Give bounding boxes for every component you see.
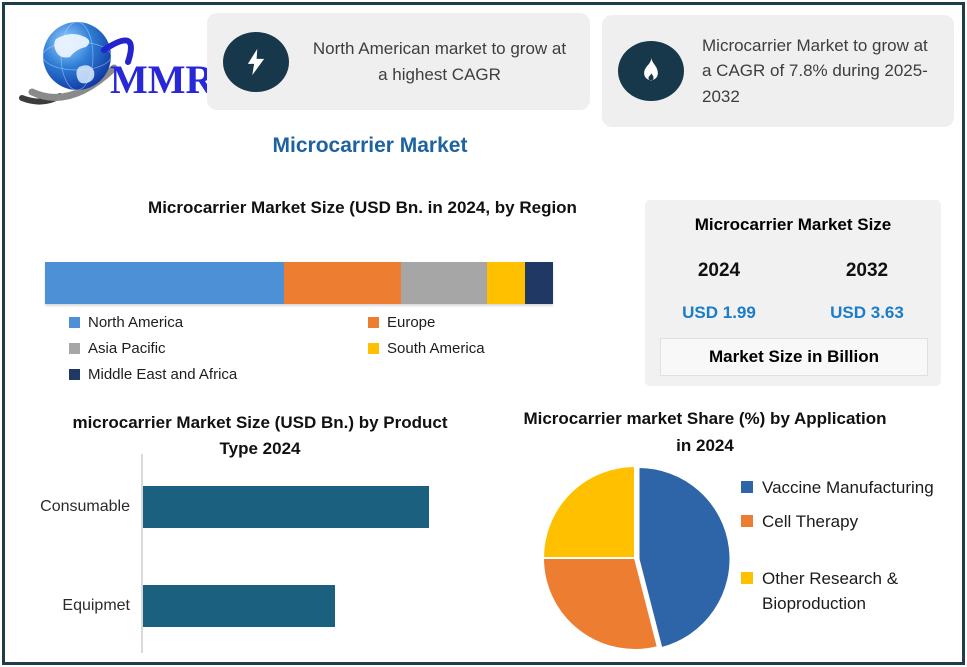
logo-text: MMR — [110, 57, 208, 102]
application-legend-item-vaccine-manufacturing: Vaccine Manufacturing — [741, 476, 959, 501]
pie-slice-vaccine-manufacturing — [637, 465, 732, 650]
region-chart-title: Microcarrier Market Size (USD Bn. in 202… — [148, 198, 577, 217]
region-legend: North America Europe Asia Pacific South Ame… — [69, 314, 549, 383]
year-2032-label: 2032 — [845, 260, 889, 281]
year-row: 2024 2032 — [645, 260, 941, 282]
region-segment-south-america — [486, 262, 526, 304]
legend-label-north-america: North America — [88, 314, 184, 331]
legend-swatch-cell-therapy — [741, 514, 753, 527]
region-segment-asia-pacific — [400, 262, 487, 304]
year-2024-label: 2024 — [697, 260, 741, 281]
region-legend-item-south-america: South America — [368, 340, 549, 357]
legend-label-south-america: South America — [387, 340, 485, 357]
region-legend-item-middle-east-and-africa: Middle East and Africa — [69, 366, 368, 383]
market-size-panel: Microcarrier Market Size 2024 2032 USD 1… — [645, 200, 941, 386]
legend-swatch-europe — [368, 317, 379, 328]
lightning-icon-circle — [223, 31, 289, 92]
region-legend-item-asia-pacific: Asia Pacific — [69, 340, 368, 357]
legend-label-vaccine-manufacturing: Vaccine Manufacturing — [762, 478, 934, 497]
product-chart-title: microcarrier Market Size (USD Bn.) by Pr… — [72, 413, 448, 459]
lightning-icon — [247, 48, 265, 75]
product-bar-consumable — [143, 486, 429, 528]
callout-cagr-text: Microcarrier Market to grow at a CAGR of… — [702, 35, 928, 106]
region-stacked-bar — [45, 262, 553, 304]
value-row: USD 1.99 USD 3.63 — [645, 303, 941, 323]
product-row-equipmet: Equipmet — [20, 585, 450, 627]
globe-logo-graphic: MMR — [19, 21, 216, 105]
application-pie — [541, 464, 732, 651]
legend-label-cell-therapy: Cell Therapy — [762, 511, 859, 531]
region-legend-item-north-america: North America — [69, 314, 368, 331]
flame-icon — [644, 57, 658, 81]
region-segment-middle-east-and-africa — [525, 262, 553, 304]
legend-label-middle-east-and-africa: Middle East and Africa — [88, 366, 238, 383]
application-chart-title: Microcarrier market Share (%) by Applica… — [523, 409, 887, 456]
legend-swatch-south-america — [368, 343, 379, 354]
region-segment-north-america — [45, 262, 284, 304]
callout-north-america-text: North American market to grow at a highe… — [312, 39, 567, 84]
legend-swatch-asia-pacific — [69, 343, 80, 354]
product-bar-equipmet — [143, 585, 335, 627]
region-legend-item-europe: Europe — [368, 314, 549, 331]
callout-cagr: Microcarrier Market to grow at a CAGR of… — [602, 15, 954, 127]
callout-north-america: North American market to grow at a highe… — [207, 13, 590, 110]
market-size-note: Market Size in Billion — [708, 347, 880, 366]
value-2024: USD 1.99 — [682, 303, 756, 322]
value-2032: USD 3.63 — [830, 303, 904, 322]
application-legend-item-other-research-bioproduction: Other Research & Bioproduction — [741, 567, 959, 616]
pie-slice-cell-therapy — [541, 557, 660, 651]
legend-swatch-other-research-bioproduction — [741, 572, 753, 585]
pie-slice-other-research-bioproduction — [541, 464, 636, 559]
product-chart-plot: Consumable Equipmet — [20, 450, 450, 655]
mmr-logo: MMR — [16, 10, 216, 107]
legend-swatch-middle-east-and-africa — [69, 369, 80, 380]
application-legend-item-cell-therapy: Cell Therapy — [741, 510, 959, 535]
product-label-consumable: Consumable — [40, 498, 130, 515]
legend-swatch-north-america — [69, 317, 80, 328]
flame-icon-circle — [618, 41, 684, 101]
product-row-consumable: Consumable — [20, 486, 450, 528]
region-segment-europe — [283, 262, 401, 304]
product-label-equipmet: Equipmet — [62, 597, 130, 614]
legend-label-europe: Europe — [387, 314, 436, 331]
application-legend: Vaccine Manufacturing Cell Therapy Other R… — [741, 476, 959, 617]
legend-swatch-vaccine-manufacturing — [741, 481, 753, 493]
page-title: Microcarrier Market — [272, 134, 468, 157]
legend-label-other-research-bioproduction: Other Research & Bioproduction — [762, 569, 899, 613]
market-size-note-box: Market Size in Billion — [660, 338, 928, 376]
legend-label-asia-pacific: Asia Pacific — [88, 340, 166, 357]
product-chart-axis — [141, 454, 143, 653]
market-size-panel-title: Microcarrier Market Size — [694, 215, 892, 234]
